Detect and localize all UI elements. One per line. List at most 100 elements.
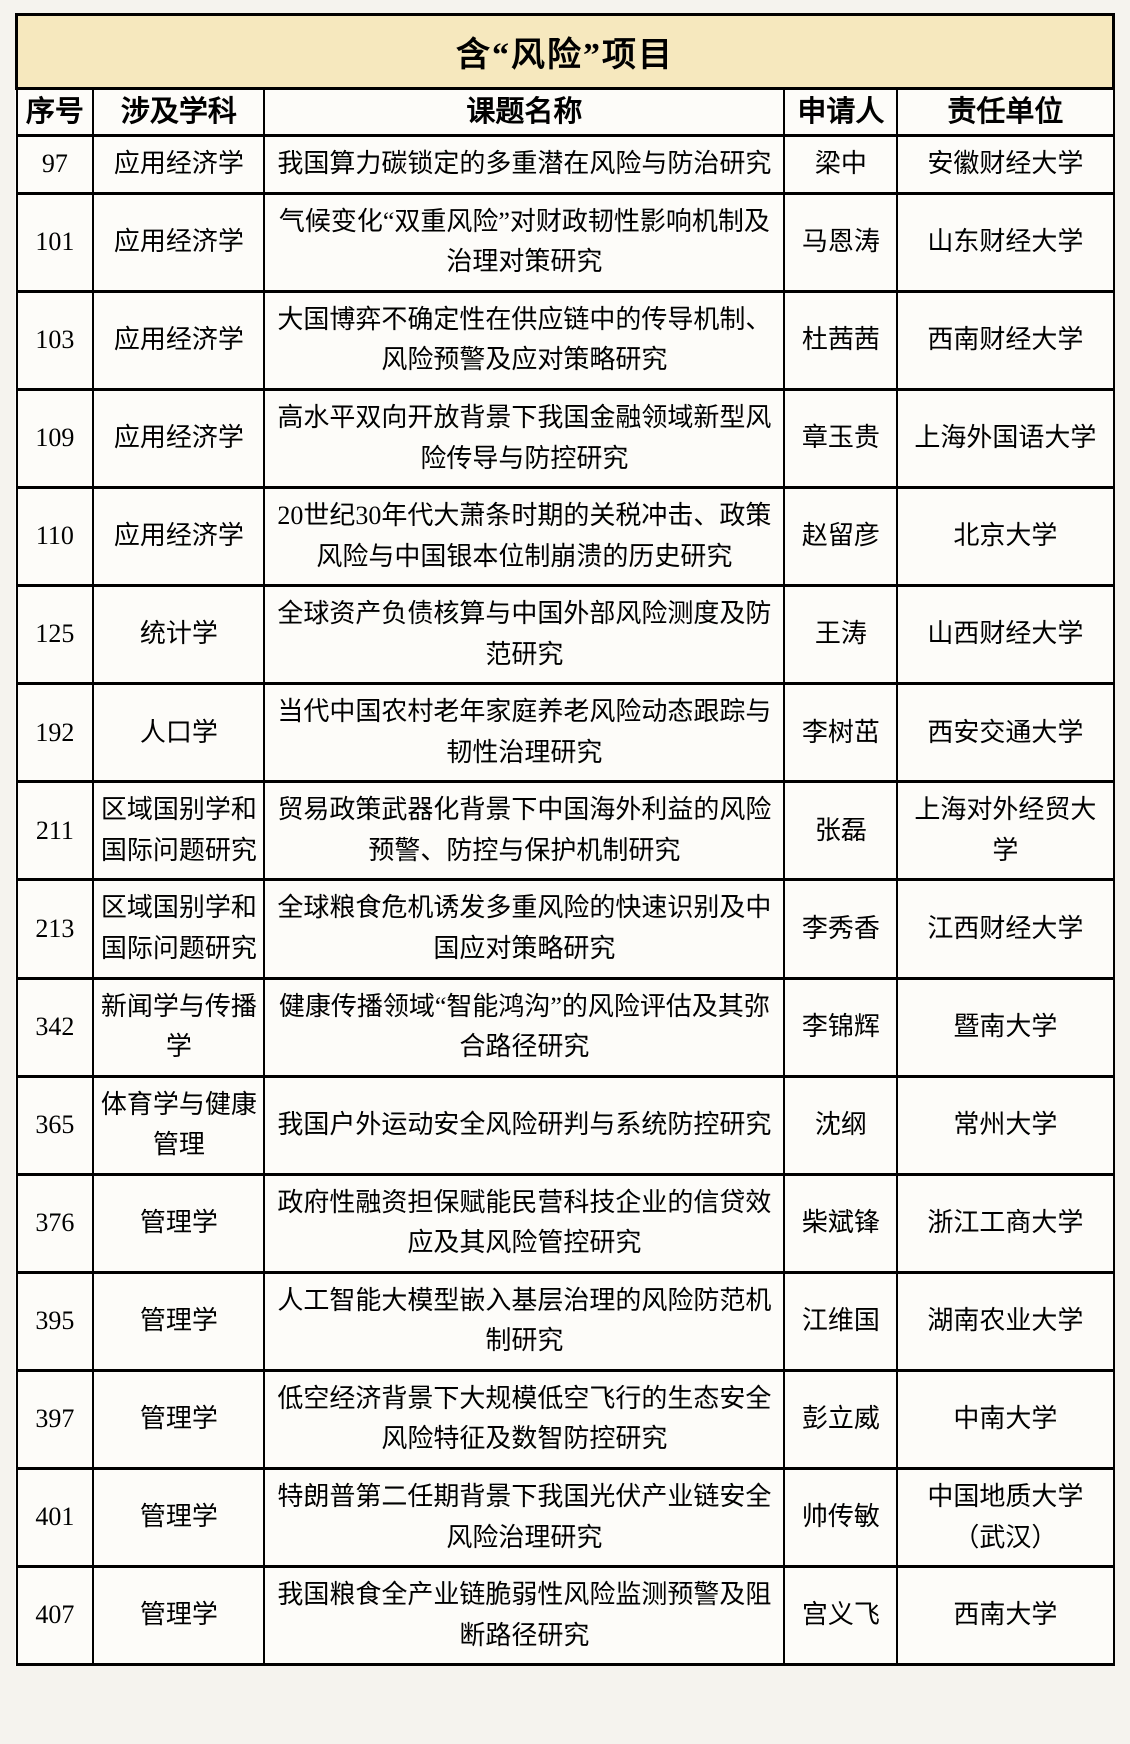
column-header-institution: 责任单位 [896, 86, 1115, 138]
table-row: 125 统计学 全球资产负债核算与中国外部风险测度及防范研究 王涛 山西财经大学 [15, 584, 1115, 686]
cell-applicant: 帅传敏 [783, 1467, 899, 1569]
cell-project: 特朗普第二任期背景下我国光伏产业链安全风险治理研究 [263, 1467, 786, 1569]
table-row: 103 应用经济学 大国博弈不确定性在供应链中的传导机制、风险预警及应对策略研究 杜茜… [15, 289, 1115, 391]
table-row: 407 管理学 我国粮食全产业链脆弱性风险监测预警及阻断路径研究 宫义飞 西南大学 [15, 1565, 1115, 1667]
title-row: 含“风险”项目 [15, 13, 1115, 90]
table-row: 395 管理学 人工智能大模型嵌入基层治理的风险防范机制研究 江维国 湖南农业大学 [15, 1270, 1115, 1372]
cell-institution: 中南大学 [896, 1368, 1115, 1471]
cell-applicant: 李秀香 [783, 878, 899, 980]
cell-no: 103 [15, 289, 95, 391]
cell-applicant: 章玉贵 [783, 387, 899, 490]
cell-institution: 暨南大学 [896, 976, 1115, 1078]
cell-applicant: 张磊 [783, 780, 899, 882]
cell-no: 192 [15, 682, 95, 784]
cell-project: 我国户外运动安全风险研判与系统防控研究 [263, 1074, 786, 1176]
table-body: 97 应用经济学 我国算力碳锁定的多重潜在风险与防治研究 梁中 安徽财经大学 101 应用经… [15, 134, 1115, 1667]
cell-institution: 浙江工商大学 [896, 1172, 1115, 1274]
cell-institution: 山西财经大学 [896, 584, 1115, 686]
table-row: 110 应用经济学 20世纪30年代大萧条时期的关税冲击、政策风险与中国银本位制崩溃… [15, 486, 1115, 588]
cell-applicant: 李树茁 [783, 682, 899, 784]
table-row: 192 人口学 当代中国农村老年家庭养老风险动态跟踪与韧性治理研究 李树茁 西安交通大学 [15, 682, 1115, 784]
cell-project: 健康传播领域“智能鸿沟”的风险评估及其弥合路径研究 [263, 976, 786, 1078]
table-row: 109 应用经济学 高水平双向开放背景下我国金融领域新型风险传导与防控研究 章玉贵 上海… [15, 387, 1115, 490]
cell-applicant: 宫义飞 [783, 1565, 899, 1667]
cell-applicant: 李锦辉 [783, 976, 899, 1078]
table-row: 213 区域国别学和国际问题研究 全球粮食危机诱发多重风险的快速识别及中国应对策略研… [15, 878, 1115, 980]
cell-project: 全球资产负债核算与中国外部风险测度及防范研究 [263, 584, 786, 686]
cell-institution: 中国地质大学（武汉） [896, 1467, 1115, 1569]
cell-discipline: 应用经济学 [92, 191, 266, 293]
cell-no: 110 [15, 486, 95, 588]
cell-discipline: 应用经济学 [92, 486, 266, 588]
table-row: 401 管理学 特朗普第二任期背景下我国光伏产业链安全风险治理研究 帅传敏 中国地质大学… [15, 1467, 1115, 1569]
cell-institution: 北京大学 [896, 486, 1115, 588]
cell-no: 109 [15, 387, 95, 490]
cell-no: 97 [15, 134, 95, 195]
cell-applicant: 王涛 [783, 584, 899, 686]
cell-applicant: 沈纲 [783, 1074, 899, 1176]
table-row: 101 应用经济学 气候变化“双重风险”对财政韧性影响机制及治理对策研究 马恩涛 山东财… [15, 191, 1115, 293]
cell-applicant: 马恩涛 [783, 191, 899, 293]
cell-discipline: 应用经济学 [92, 134, 266, 195]
cell-project: 当代中国农村老年家庭养老风险动态跟踪与韧性治理研究 [263, 682, 786, 784]
cell-discipline: 管理学 [92, 1172, 266, 1274]
cell-discipline: 管理学 [92, 1467, 266, 1569]
table-row: 97 应用经济学 我国算力碳锁定的多重潜在风险与防治研究 梁中 安徽财经大学 [15, 134, 1115, 195]
cell-discipline: 新闻学与传播学 [92, 976, 266, 1078]
cell-institution: 上海对外经贸大学 [896, 780, 1115, 882]
cell-discipline: 管理学 [92, 1368, 266, 1471]
cell-no: 376 [15, 1172, 95, 1274]
table-row: 365 体育学与健康管理 我国户外运动安全风险研判与系统防控研究 沈纲 常州大学 [15, 1074, 1115, 1176]
cell-institution: 安徽财经大学 [896, 134, 1115, 195]
cell-no: 397 [15, 1368, 95, 1471]
cell-project: 大国博弈不确定性在供应链中的传导机制、风险预警及应对策略研究 [263, 289, 786, 391]
cell-applicant: 赵留彦 [783, 486, 899, 588]
cell-no: 401 [15, 1467, 95, 1569]
cell-discipline: 人口学 [92, 682, 266, 784]
cell-no: 395 [15, 1270, 95, 1372]
table-row: 397 管理学 低空经济背景下大规模低空飞行的生态安全风险特征及数智防控研究 彭立威中… [15, 1368, 1115, 1471]
cell-project: 高水平双向开放背景下我国金融领域新型风险传导与防控研究 [263, 387, 786, 490]
column-header-applicant: 申请人 [783, 86, 899, 138]
cell-institution: 常州大学 [896, 1074, 1115, 1176]
cell-project: 低空经济背景下大规模低空飞行的生态安全风险特征及数智防控研究 [263, 1368, 786, 1471]
cell-applicant: 彭立威 [783, 1368, 899, 1471]
cell-institution: 西南大学 [896, 1565, 1115, 1667]
cell-institution: 山东财经大学 [896, 191, 1115, 293]
cell-applicant: 江维国 [783, 1270, 899, 1372]
cell-discipline: 管理学 [92, 1270, 266, 1372]
cell-project: 全球粮食危机诱发多重风险的快速识别及中国应对策略研究 [263, 878, 786, 980]
cell-discipline: 区域国别学和国际问题研究 [92, 878, 266, 980]
cell-discipline: 应用经济学 [92, 289, 266, 391]
cell-project: 人工智能大模型嵌入基层治理的风险防范机制研究 [263, 1270, 786, 1372]
cell-project: 贸易政策武器化背景下中国海外利益的风险预警、防控与保护机制研究 [263, 780, 786, 882]
cell-no: 211 [15, 780, 95, 882]
cell-applicant: 梁中 [783, 134, 899, 195]
cell-discipline: 管理学 [92, 1565, 266, 1667]
cell-project: 气候变化“双重风险”对财政韧性影响机制及治理对策研究 [263, 191, 786, 293]
cell-applicant: 柴斌锋 [783, 1172, 899, 1274]
risk-projects-table: 含“风险”项目 序号 涉及学科 课题名称 申请人 责任单位 97 应用经济学 我国算… [15, 13, 1115, 1667]
cell-discipline: 区域国别学和国际问题研究 [92, 780, 266, 882]
cell-discipline: 应用经济学 [92, 387, 266, 490]
cell-no: 213 [15, 878, 95, 980]
cell-institution: 江西财经大学 [896, 878, 1115, 980]
cell-institution: 西南财经大学 [896, 289, 1115, 391]
table-row: 342 新闻学与传播学 健康传播领域“智能鸿沟”的风险评估及其弥合路径研究 李锦辉 暨南… [15, 976, 1115, 1078]
cell-no: 101 [15, 191, 95, 293]
cell-discipline: 体育学与健康管理 [92, 1074, 266, 1176]
table-title: 含“风险”项目 [15, 13, 1115, 90]
cell-institution: 上海外国语大学 [896, 387, 1115, 490]
cell-applicant: 杜茜茜 [783, 289, 899, 391]
column-header-row: 序号 涉及学科 课题名称 申请人 责任单位 [15, 86, 1115, 138]
cell-no: 407 [15, 1565, 95, 1667]
cell-no: 342 [15, 976, 95, 1078]
column-header-no: 序号 [15, 86, 95, 138]
cell-project: 20世纪30年代大萧条时期的关税冲击、政策风险与中国银本位制崩溃的历史研究 [263, 486, 786, 588]
table-row: 376 管理学 政府性融资担保赋能民营科技企业的信贷效应及其风险管控研究 柴斌锋 浙江工… [15, 1172, 1115, 1274]
column-header-project: 课题名称 [263, 86, 786, 138]
cell-project: 我国粮食全产业链脆弱性风险监测预警及阻断路径研究 [263, 1565, 786, 1667]
cell-project: 政府性融资担保赋能民营科技企业的信贷效应及其风险管控研究 [263, 1172, 786, 1274]
cell-no: 125 [15, 584, 95, 686]
column-header-discipline: 涉及学科 [92, 86, 266, 138]
